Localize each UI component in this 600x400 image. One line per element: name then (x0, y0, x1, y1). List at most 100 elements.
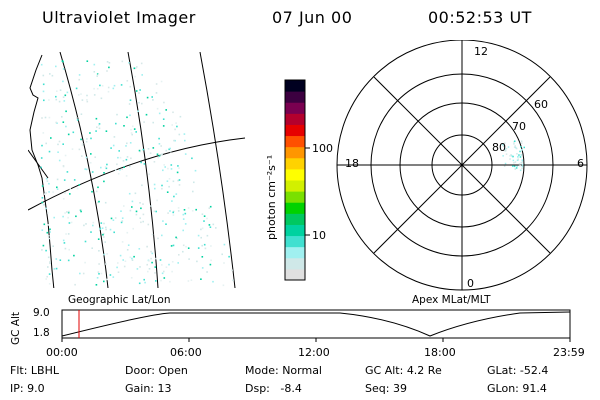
emission-pixel (223, 262, 225, 264)
emission-pixel (46, 275, 48, 278)
emission-pixel (514, 161, 517, 163)
colorbar-segment (285, 157, 305, 170)
emission-pixel (125, 175, 128, 177)
emission-pixel (155, 92, 158, 94)
emission-pixel (520, 146, 522, 148)
emission-pixel (79, 272, 81, 275)
emission-pixel (110, 217, 113, 220)
emission-pixel (103, 222, 105, 225)
mode-label: Mode: (245, 364, 279, 377)
emission-pixel (521, 142, 523, 144)
emission-pixel (223, 243, 226, 246)
emission-pixel (117, 271, 120, 273)
emission-pixel (40, 157, 43, 159)
emission-pixel (200, 236, 202, 239)
emission-pixel (84, 261, 86, 264)
emission-pixel (175, 236, 177, 239)
emission-pixel (74, 283, 76, 286)
emission-pixel (90, 137, 92, 140)
emission-pixel (78, 94, 80, 96)
emission-pixel (145, 113, 148, 116)
emission-pixel (78, 148, 81, 151)
emission-pixel (113, 231, 115, 234)
emission-pixel (158, 137, 160, 140)
emission-pixel (204, 247, 207, 250)
emission-pixel (100, 166, 102, 169)
emission-pixel (93, 87, 95, 90)
emission-pixel (197, 247, 200, 249)
emission-pixel (105, 226, 107, 229)
emission-pixel (178, 167, 180, 169)
emission-pixel (84, 168, 86, 170)
emission-pixel (63, 242, 66, 244)
emission-pixel (105, 167, 108, 170)
emission-pixel (100, 222, 103, 224)
emission-pixel (41, 201, 44, 204)
emission-pixel (95, 190, 98, 193)
gcalt-label: GC Alt: (365, 364, 404, 377)
emission-pixel (185, 245, 187, 248)
emission-pixel (46, 180, 49, 182)
gain-value: 13 (157, 382, 172, 395)
emission-pixel (96, 75, 98, 77)
emission-pixel (98, 127, 101, 130)
emission-pixel (65, 110, 67, 113)
emission-pixel (56, 186, 58, 189)
emission-pixel (155, 280, 157, 282)
emission-pixel (98, 273, 100, 275)
emission-pixel (148, 268, 151, 270)
emission-pixel (113, 84, 116, 87)
gcalt-value: 4.2 Re (406, 364, 442, 377)
emission-pixel (163, 270, 165, 273)
emission-pixel (62, 80, 64, 83)
emission-pixel (86, 100, 89, 103)
emission-pixel (126, 142, 128, 145)
emission-pixel (93, 63, 96, 66)
emission-pixel (160, 279, 162, 282)
emission-pixel (176, 171, 179, 174)
emission-pixel (116, 113, 118, 116)
emission-pixel (98, 263, 100, 265)
emission-pixel (61, 60, 64, 62)
polar-plot (336, 40, 588, 291)
emission-pixel (502, 145, 505, 147)
emission-pixel (158, 155, 161, 157)
emission-pixel (129, 256, 131, 259)
emission-pixel (139, 150, 141, 153)
emission-pixel (517, 156, 519, 158)
emission-pixel (71, 148, 74, 150)
emission-pixel (177, 207, 180, 209)
emission-pixel (107, 86, 110, 89)
emission-pixel (142, 220, 144, 223)
emission-pixel (91, 171, 94, 173)
seq-field: Seq: 39 (365, 382, 407, 395)
emission-pixel (166, 180, 169, 182)
emission-pixel (155, 257, 157, 260)
emission-pixel (182, 213, 185, 216)
emission-pixel (45, 142, 47, 145)
dsp-label: Dsp: (245, 382, 270, 395)
altitude-curve (61, 311, 571, 337)
emission-pixel (106, 253, 108, 255)
emission-pixel (86, 99, 88, 101)
emission-pixel (150, 250, 152, 253)
emission-pixel (41, 249, 43, 251)
emission-pixel (504, 142, 506, 144)
emission-pixel (105, 278, 108, 281)
longitude-line (127, 52, 159, 288)
emission-pixel (46, 231, 49, 234)
emission-pixel (73, 254, 75, 257)
emission-pixel (89, 132, 91, 134)
colorbar-tick-100: 100 (312, 142, 333, 155)
emission-pixel (203, 220, 205, 222)
emission-pixel (97, 238, 100, 240)
door-label: Door: (125, 364, 155, 377)
mlat-70-label: 70 (512, 120, 526, 133)
time-label: 00:52:53 UT (428, 8, 532, 27)
mlt-6-label: 6 (577, 157, 584, 170)
emission-pixel (129, 85, 132, 88)
emission-pixel (42, 244, 45, 247)
emission-pixel (47, 212, 49, 214)
emission-pixel (160, 153, 162, 156)
emission-pixel (136, 66, 138, 68)
